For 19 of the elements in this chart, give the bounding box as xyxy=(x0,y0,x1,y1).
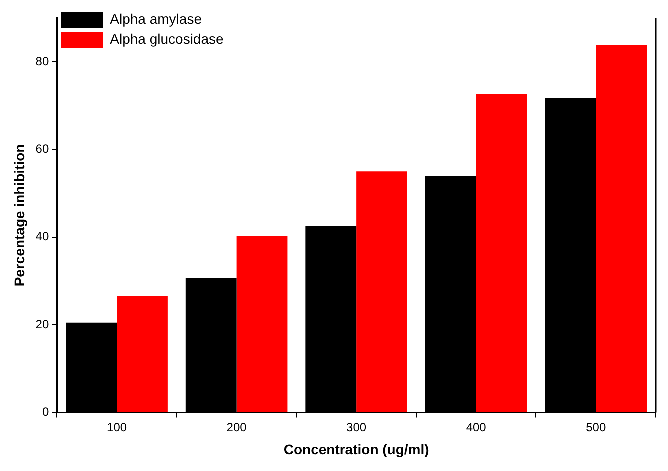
x-tick-label: 300 xyxy=(346,420,367,434)
x-axis-title: Concentration (ug/ml) xyxy=(284,441,430,458)
bar xyxy=(236,236,288,412)
x-tick-label: 100 xyxy=(107,420,128,434)
x-tick-label: 200 xyxy=(226,420,248,434)
legend-label: Alpha glucosidase xyxy=(110,30,224,47)
x-tick-label: 500 xyxy=(586,420,606,434)
y-axis-title: Percentage inhibition xyxy=(11,144,28,287)
bar xyxy=(476,94,528,412)
legend-label: Alpha amylase xyxy=(110,10,202,27)
bar xyxy=(117,296,168,412)
bar xyxy=(596,44,648,412)
y-tick-label: 40 xyxy=(36,230,50,244)
bar xyxy=(356,172,408,412)
y-tick-label: 0 xyxy=(42,405,50,420)
y-tick-label: 20 xyxy=(36,317,50,332)
y-tick-label: 60 xyxy=(36,142,50,156)
x-tick-label: 400 xyxy=(466,420,487,434)
y-tick-label: 80 xyxy=(36,54,50,68)
